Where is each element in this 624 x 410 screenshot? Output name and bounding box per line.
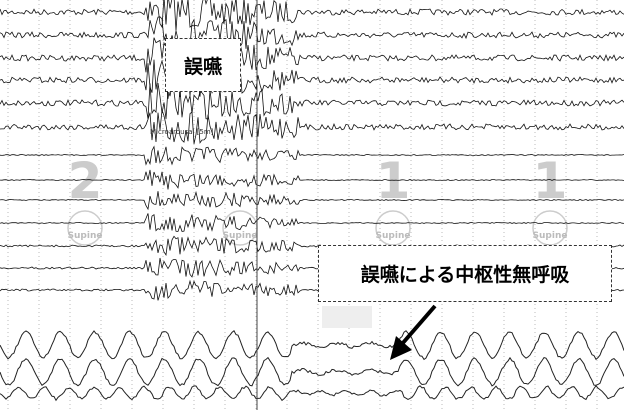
position-label: Supine bbox=[223, 231, 258, 241]
sleep-stage: 1 bbox=[376, 152, 411, 210]
sleep-stage: 2 bbox=[68, 152, 103, 210]
signal-traces: 2 1 1 Supine Supine Supine Supine Microarousal … bbox=[0, 0, 624, 410]
sleep-stage: 1 bbox=[533, 152, 568, 210]
arrow-head bbox=[390, 336, 412, 360]
eeg-trace bbox=[0, 110, 624, 143]
eeg-trace bbox=[0, 213, 624, 231]
eeg-trace bbox=[0, 83, 624, 119]
position-label: Supine bbox=[68, 231, 103, 241]
event-tag: Microarousal [5m] bbox=[150, 128, 214, 136]
resp-trace bbox=[0, 386, 624, 401]
eeg-trace bbox=[0, 60, 624, 99]
eeg-trace bbox=[0, 0, 624, 31]
central-apnea-label: 誤嚥による中枢性無呼吸 bbox=[318, 245, 612, 302]
highlight bbox=[322, 306, 372, 328]
eeg-trace bbox=[0, 38, 624, 74]
arrow-shaft bbox=[402, 306, 435, 344]
aspiration-label: 誤嚥 bbox=[165, 38, 241, 92]
eeg-trace bbox=[0, 17, 624, 53]
position-label: Supine bbox=[376, 231, 411, 241]
position-label: Supine bbox=[533, 231, 568, 241]
resp-trace bbox=[0, 331, 624, 360]
resp-trace bbox=[0, 358, 624, 386]
psg-screenshot: 2 1 1 Supine Supine Supine Supine Microarousal … bbox=[0, 0, 624, 410]
